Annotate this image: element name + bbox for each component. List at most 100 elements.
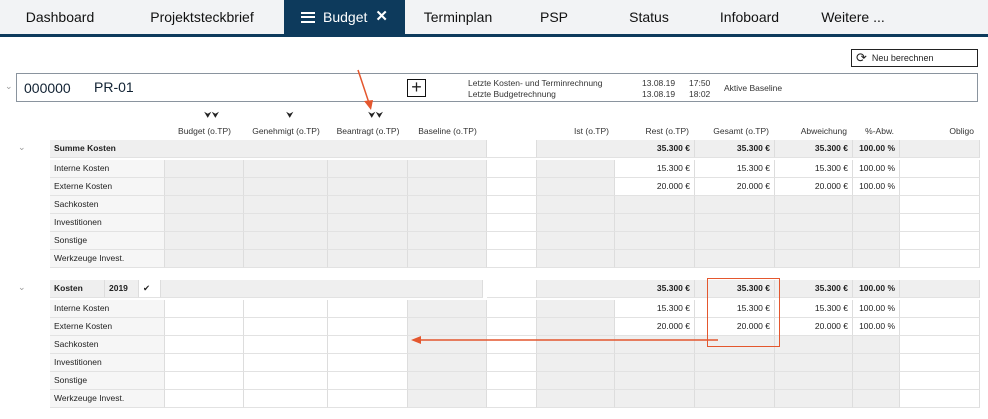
cell-obligo: [900, 372, 980, 390]
cell-genehmigt[interactable]: [244, 372, 328, 390]
cell-gesamt: [695, 372, 775, 390]
cell-abweichung: 20.000 €: [775, 318, 853, 336]
tab-projektsteckbrief[interactable]: Projektsteckbrief: [150, 9, 254, 25]
cell-abweichung: [775, 232, 853, 250]
spacer: [487, 280, 537, 298]
tab-status[interactable]: Status: [629, 9, 669, 25]
cell-baseline[interactable]: [408, 390, 487, 408]
cell-pct-abw: [853, 390, 900, 408]
collapse-section-icon[interactable]: ⌄: [18, 282, 26, 292]
cell-genehmigt[interactable]: [244, 336, 328, 354]
tab-infoboard[interactable]: Infoboard: [719, 9, 780, 25]
cell-pct-abw: 100.00 %: [853, 160, 900, 178]
cell-gesamt: [695, 232, 775, 250]
cell-obligo: [900, 336, 980, 354]
spacer: [487, 140, 537, 158]
column-header-budget: Budget (o.TP): [178, 126, 231, 136]
collapse-project-icon[interactable]: ⌄: [5, 81, 13, 91]
cell-genehmigt[interactable]: [244, 354, 328, 372]
cell-pct-abw: [853, 354, 900, 372]
cell-budget: [165, 178, 244, 196]
cell-beantragt[interactable]: [328, 336, 408, 354]
cell-rest: 20.000 €: [615, 318, 695, 336]
cell-baseline[interactable]: [408, 372, 487, 390]
cell-baseline: [408, 196, 487, 214]
spacer: [487, 318, 537, 336]
add-button[interactable]: +: [407, 78, 426, 97]
cell-budget[interactable]: [165, 318, 244, 336]
tab-dashboard[interactable]: Dashboard: [25, 9, 95, 25]
cell-rest: [615, 250, 695, 268]
cell-obligo: [900, 214, 980, 232]
cell-budget[interactable]: [165, 372, 244, 390]
collapse-section-icon[interactable]: ⌄: [18, 142, 26, 152]
cell-baseline: [408, 250, 487, 268]
cell-obligo: [900, 300, 980, 318]
cell-obligo: [900, 250, 980, 268]
tab-psp[interactable]: PSP: [539, 9, 568, 25]
cell-genehmigt[interactable]: [244, 390, 328, 408]
column-header-abweichung: Abweichung: [800, 126, 847, 136]
row-label: Werkzeuge Invest.: [50, 250, 165, 268]
cell-budget[interactable]: [165, 336, 244, 354]
tab-terminplan[interactable]: Terminplan: [423, 9, 493, 25]
cell-obligo: [900, 354, 980, 372]
cell-rest: [615, 354, 695, 372]
cell-genehmigt[interactable]: [244, 300, 328, 318]
cell-beantragt[interactable]: [328, 300, 408, 318]
column-header-baseline: Baseline (o.TP): [418, 126, 477, 136]
cell-budget[interactable]: [165, 354, 244, 372]
cell-abweichung: [775, 250, 853, 268]
cell-ist: [537, 160, 615, 178]
cell-genehmigt: [244, 250, 328, 268]
check-icon[interactable]: ✔: [139, 280, 161, 298]
spacer: [487, 372, 537, 390]
filter-icon[interactable]: ⮟⮟: [204, 110, 220, 120]
cell-genehmigt: [244, 160, 328, 178]
recalculate-button[interactable]: ⟳ Neu berechnen: [851, 49, 978, 67]
cell-genehmigt: [244, 178, 328, 196]
cell-baseline[interactable]: [408, 318, 487, 336]
row-label: Sachkosten: [50, 336, 165, 354]
cell-beantragt: [328, 196, 408, 214]
filter-icon[interactable]: ⮟⮟: [368, 110, 384, 120]
filter-icon[interactable]: ⮟: [286, 110, 294, 120]
tab-bar: Dashboard Projektsteckbrief Budget ✕ Terminp…: [0, 0, 988, 37]
cell-abweichung: [775, 390, 853, 408]
cell-baseline[interactable]: [408, 300, 487, 318]
close-icon[interactable]: ✕: [375, 8, 388, 25]
project-header: 000000 PR-01 + Letzte Kosten- und Termin…: [16, 73, 978, 102]
cell-pct-abw: [853, 336, 900, 354]
project-id: 000000: [24, 80, 71, 96]
cell-baseline[interactable]: [408, 354, 487, 372]
cell-ist: [537, 250, 615, 268]
cell-budget[interactable]: [165, 300, 244, 318]
cell-baseline: [408, 178, 487, 196]
row-label: Interne Kosten: [50, 160, 165, 178]
cell-genehmigt: [244, 232, 328, 250]
row-label: Sachkosten: [50, 196, 165, 214]
tab-budget[interactable]: Budget ✕: [284, 0, 405, 34]
cell-beantragt[interactable]: [328, 372, 408, 390]
row-label: Sonstige: [50, 232, 165, 250]
spacer: [487, 390, 537, 408]
menu-icon[interactable]: [301, 11, 316, 23]
cell-beantragt[interactable]: [328, 390, 408, 408]
cell-budget[interactable]: [165, 390, 244, 408]
cell-abweichung: 15.300 €: [775, 300, 853, 318]
cell-beantragt[interactable]: [328, 318, 408, 336]
row-label: Sonstige: [50, 372, 165, 390]
tab-weitere[interactable]: Weitere ...: [821, 9, 885, 25]
cell-pct-abw: [853, 372, 900, 390]
cell-budget: [165, 250, 244, 268]
cell-ist: [537, 318, 615, 336]
cell-genehmigt[interactable]: [244, 318, 328, 336]
cell-gesamt: [695, 390, 775, 408]
cell-beantragt[interactable]: [328, 354, 408, 372]
column-header-pct-abw: %-Abw.: [865, 126, 894, 136]
column-header-rest: Rest (o.TP): [645, 126, 689, 136]
section-title: Summe Kosten: [50, 140, 487, 158]
spacer: [487, 160, 537, 178]
total-pct-abw: 100.00 %: [853, 280, 900, 298]
